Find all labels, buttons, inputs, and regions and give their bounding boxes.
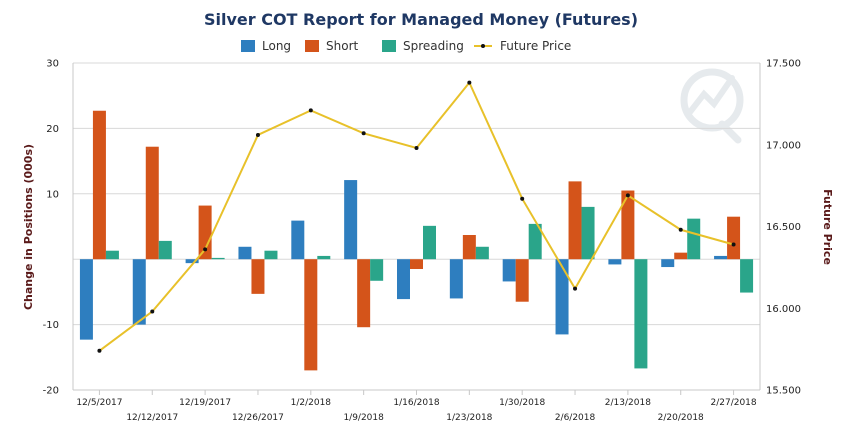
future-price-point [414,146,419,151]
bar-long [449,259,463,299]
bar-long [397,259,410,300]
legend-swatch [305,40,319,52]
x-tick-label: 1/16/2018 [393,398,439,408]
y-right-tick-label: 16.000 [766,304,801,315]
price-line [97,80,736,353]
y-left-tick-label: 10 [46,189,59,200]
bar-short [462,235,476,260]
y-left-tick-label: -20 [43,386,59,397]
bar-short [198,205,212,260]
bar-long [79,259,93,340]
bar-spreading [528,223,542,260]
chart-title: Silver COT Report for Managed Money (Fut… [204,10,638,29]
x-tick-label: 2/6/2018 [555,413,596,423]
bars [79,110,754,371]
chart-legend: Long Short Spreading Future Price [241,39,571,53]
bar-long [714,255,728,260]
bar-long [132,259,146,325]
x-tick-label: 12/12/2017 [126,413,178,423]
bar-short [727,216,741,260]
bar-short [145,146,159,260]
bar-spreading [423,225,436,260]
bar-short [674,252,688,260]
bar-spreading [317,255,331,260]
future-price-point [520,196,525,201]
gridlines [73,62,760,391]
legend-item-short[interactable]: Short [305,39,358,53]
legend-item-future-price[interactable]: Future Price [474,39,571,53]
y-right-tick-label: 17.500 [766,59,801,70]
x-tick-label: 12/26/2017 [232,413,284,423]
future-price-point [150,309,155,314]
legend-swatch [382,40,396,52]
future-price-point [203,247,208,252]
y-right-tick-label: 16.500 [766,222,801,233]
x-tick-label: 2/27/2018 [710,398,756,408]
future-price-point [308,108,313,113]
bar-short [92,110,106,260]
bar-short [357,259,371,328]
future-price-point [678,227,683,232]
legend-label: Long [262,39,291,53]
bar-short [568,181,582,260]
bar-spreading [581,206,595,260]
y-right-tick-label: 15.500 [766,386,801,397]
y-left-tick-label: 30 [46,59,59,70]
legend-item-long[interactable]: Long [241,39,291,53]
bar-long [291,220,305,260]
future-price-point [361,131,366,136]
bar-long [344,180,358,260]
bar-spreading [105,250,119,260]
bar-spreading [475,246,489,260]
bar-long [502,259,516,282]
bar-spreading [264,250,278,260]
future-price-point [467,80,472,85]
x-tick-label: 1/30/2018 [499,398,545,408]
bar-spreading [211,257,225,260]
watermark-logo [680,68,744,144]
bar-spreading [740,259,754,293]
x-tick-label: 2/13/2018 [605,398,651,408]
bar-short [251,259,265,294]
future-price-point [255,132,260,137]
bar-long [555,259,569,335]
bar-long [608,259,622,265]
bar-short [621,190,635,260]
bar-short [410,259,423,270]
bar-long [661,259,675,268]
future-price-point [573,286,578,291]
x-tick-label: 1/9/2018 [343,413,384,423]
future-price-point [731,242,736,247]
y-axis-left-title: Change in Positions (000s) [22,144,35,310]
legend-item-spreading[interactable]: Spreading [382,39,464,53]
legend-label: Spreading [403,39,464,53]
y-axis-right-title: Future Price [821,189,834,265]
future-price-point [625,193,630,198]
bar-long [238,246,252,260]
y-left-tick-label: 20 [46,124,59,135]
axes: -20 -10 10 20 30 15.500 16.000 16.500 17.000 17.5… [43,59,801,424]
legend-label: Short [326,39,358,53]
bar-spreading [687,218,701,260]
bar-long [185,259,199,264]
bar-spreading [158,240,172,260]
x-tick-label: 12/19/2017 [179,398,231,408]
legend-point-swatch [481,44,485,48]
bar-spreading [370,259,384,281]
x-tick-label: 2/20/2018 [658,413,704,423]
legend-label: Future Price [500,39,571,53]
y-left-tick-label: -10 [43,320,59,331]
x-tick-label: 12/5/2017 [76,398,122,408]
x-tick-label: 1/23/2018 [446,413,492,423]
bar-short [304,259,318,371]
bar-short [515,259,529,302]
future-price-point [97,348,102,353]
y-right-tick-label: 17.000 [766,140,801,151]
x-tick-label: 1/2/2018 [291,398,332,408]
bar-spreading [634,259,648,369]
legend-swatch [241,40,255,52]
